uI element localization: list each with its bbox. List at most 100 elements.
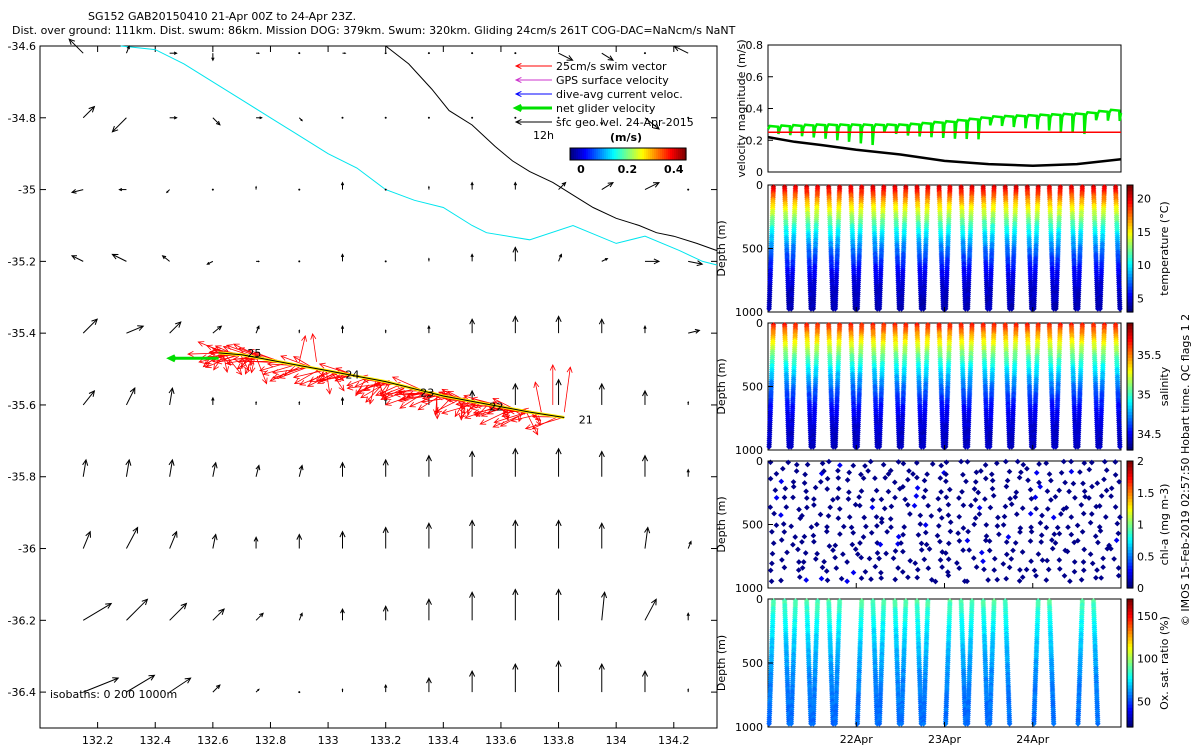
speed-colorbar-cell bbox=[570, 148, 573, 160]
swim-vector bbox=[501, 409, 516, 417]
swim-vector bbox=[272, 366, 306, 380]
current-vector bbox=[340, 325, 345, 334]
current-vector bbox=[555, 588, 562, 621]
swim-vector bbox=[325, 370, 332, 395]
current-vector bbox=[512, 447, 519, 477]
track-day-label: 24 bbox=[345, 368, 359, 381]
swim-vector bbox=[240, 354, 250, 372]
current-vector bbox=[673, 45, 689, 54]
current-vector bbox=[161, 255, 170, 262]
speed-colorbar-cell bbox=[662, 148, 665, 160]
map-xtick-label: 133.2 bbox=[370, 734, 402, 747]
map-xtick-label: 133.6 bbox=[485, 734, 517, 747]
speed-colorbar-cell bbox=[638, 148, 641, 160]
speed-colorbar-cell bbox=[620, 148, 623, 160]
current-vector bbox=[298, 52, 301, 55]
current-vector bbox=[256, 52, 261, 55]
map-ytick-label: -35 bbox=[18, 184, 36, 197]
map-xtick-label: 133 bbox=[318, 734, 339, 747]
current-vector bbox=[169, 321, 182, 334]
track-day-label: 22 bbox=[489, 401, 503, 414]
current-vector bbox=[212, 684, 221, 693]
profile-colorbar-tick: 20 bbox=[1137, 192, 1151, 205]
speed-colorbar-cell bbox=[676, 148, 679, 160]
speed-colorbar-cell bbox=[684, 148, 687, 160]
current-vector bbox=[342, 52, 347, 55]
current-vector bbox=[641, 454, 649, 477]
speed-colorbar-tick: 0.2 bbox=[618, 163, 638, 176]
speed-colorbar-cell bbox=[670, 148, 673, 160]
profile-colorbar-tick: 10 bbox=[1137, 259, 1151, 272]
profile-scatter-group bbox=[766, 184, 1123, 312]
current-vector bbox=[256, 116, 263, 120]
speed-colorbar-cell bbox=[672, 148, 675, 160]
current-vector bbox=[341, 116, 344, 119]
speed-colorbar-cell bbox=[588, 148, 591, 160]
speed-colorbar-cell bbox=[618, 148, 621, 160]
legend-label: dive-avg current veloc. bbox=[556, 88, 683, 101]
speed-colorbar-cell bbox=[608, 148, 611, 160]
speed-colorbar-cell bbox=[640, 148, 643, 160]
current-vector bbox=[384, 260, 387, 263]
swim-vector bbox=[278, 366, 309, 379]
track-day-label: 23 bbox=[420, 386, 434, 399]
velocity-ytick-label: 0.6 bbox=[746, 71, 764, 84]
profile-sample-point bbox=[810, 305, 817, 312]
current-vector bbox=[256, 260, 261, 263]
current-vector bbox=[425, 454, 432, 477]
current-vector bbox=[512, 662, 519, 693]
current-vector bbox=[555, 315, 562, 334]
isobaths-label: isobaths: 0 200 1000m bbox=[50, 688, 177, 701]
current-vector bbox=[686, 612, 690, 621]
current-vector bbox=[555, 378, 562, 405]
speed-colorbar-cell bbox=[582, 148, 585, 160]
map-xtick-label: 132.8 bbox=[255, 734, 287, 747]
current-vector bbox=[427, 257, 430, 262]
current-vector bbox=[644, 182, 661, 191]
current-vector bbox=[82, 390, 96, 406]
speed-colorbar-cell bbox=[656, 148, 659, 160]
current-vector bbox=[169, 602, 188, 621]
speed-colorbar-cell bbox=[614, 148, 617, 160]
legend-swatch-arrow bbox=[512, 104, 552, 112]
speed-colorbar-cell bbox=[644, 148, 647, 160]
current-vector bbox=[558, 181, 567, 190]
current-vector bbox=[598, 662, 605, 693]
legend-label: 25cm/s swim vector bbox=[556, 60, 667, 73]
net-glider-velocity-arrow bbox=[166, 354, 219, 363]
current-vector bbox=[687, 400, 690, 405]
current-vector bbox=[298, 464, 304, 477]
current-vector bbox=[340, 607, 345, 621]
current-vector bbox=[384, 329, 387, 334]
velocity-ytick-label: 0 bbox=[756, 166, 763, 179]
map-ytick-label: -35.2 bbox=[8, 255, 36, 268]
profile-colorbar-tick: 5 bbox=[1137, 293, 1144, 306]
swim-vector bbox=[493, 411, 529, 424]
current-vector bbox=[558, 52, 574, 61]
speed-colorbar-cell bbox=[658, 148, 661, 160]
current-vector bbox=[643, 52, 646, 55]
current-vector bbox=[340, 253, 345, 262]
legend-swatch-arrow bbox=[514, 118, 552, 126]
current-vector bbox=[83, 677, 120, 693]
current-vector bbox=[427, 116, 430, 119]
speed-colorbar-cell bbox=[650, 148, 653, 160]
current-vector bbox=[427, 325, 431, 334]
current-vector bbox=[598, 318, 605, 334]
current-vector bbox=[82, 530, 91, 549]
profile-ytick-label: 0 bbox=[756, 317, 763, 330]
current-vector bbox=[340, 181, 345, 190]
current-vector bbox=[211, 533, 218, 549]
glider-track-line bbox=[218, 352, 565, 418]
speed-colorbar-cell bbox=[600, 148, 603, 160]
speed-colorbar-cell bbox=[590, 148, 593, 160]
current-vector bbox=[425, 522, 432, 549]
legend-swatch-arrow bbox=[514, 76, 552, 84]
current-vector bbox=[298, 612, 303, 621]
current-vector bbox=[68, 38, 84, 54]
map-xtick-label: 134.2 bbox=[658, 734, 690, 747]
current-vector bbox=[687, 540, 692, 549]
current-vector bbox=[298, 400, 301, 405]
profile-ytick-label: 500 bbox=[742, 519, 763, 532]
